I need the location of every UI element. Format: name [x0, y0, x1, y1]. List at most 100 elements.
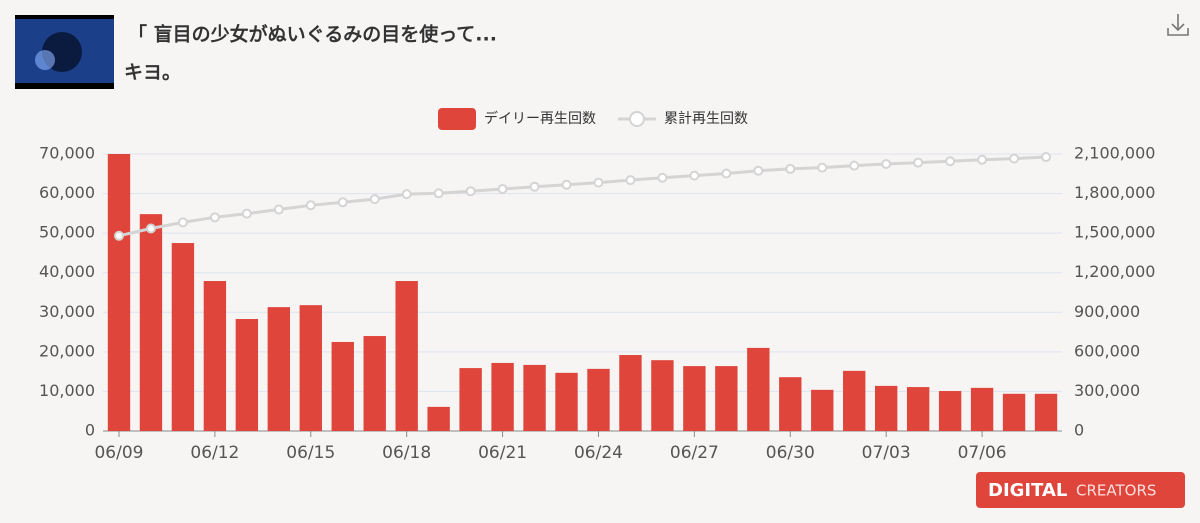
- point: [241, 208, 252, 219]
- bar: [651, 360, 674, 431]
- legend-label: 累計再生回数: [664, 111, 748, 127]
- bar: [235, 319, 259, 431]
- point: [1041, 152, 1052, 163]
- y2-tick-label: 0: [1074, 421, 1084, 440]
- chart-subtitle: キヨ。: [124, 62, 181, 84]
- point: [529, 181, 540, 192]
- y-tick-label: 50,000: [39, 223, 95, 242]
- thumbnail: [15, 15, 114, 89]
- point: [337, 197, 348, 208]
- bar: [171, 243, 195, 431]
- point: [785, 163, 796, 174]
- y-tick-label: 40,000: [39, 262, 95, 281]
- x-tick-label: 06/21: [478, 443, 527, 463]
- y-tick-label: 60,000: [39, 183, 95, 202]
- x-tick-label: 06/09: [94, 443, 143, 463]
- point: [1009, 153, 1020, 164]
- chart-title: 「 盲目の少女がぬいぐるみの目を使って...: [128, 23, 497, 46]
- bar: [938, 391, 962, 431]
- point: [113, 230, 124, 241]
- bar: [1002, 393, 1026, 431]
- y2-tick-label: 600,000: [1074, 341, 1140, 360]
- x-tick-label: 06/12: [190, 443, 239, 463]
- point: [145, 223, 156, 234]
- bar: [523, 364, 546, 431]
- bar: [811, 389, 834, 431]
- y2-tick-label: 900,000: [1074, 302, 1140, 321]
- point: [849, 160, 860, 171]
- x-tick-label: 07/03: [862, 443, 911, 463]
- bar: [555, 372, 578, 431]
- point: [273, 204, 284, 215]
- bar: [427, 406, 450, 431]
- line: [118, 155, 1047, 238]
- point: [721, 168, 732, 179]
- y-tick-label: 0: [85, 421, 95, 440]
- y2-tick-label: 2,100,000: [1074, 144, 1155, 163]
- point: [305, 200, 316, 211]
- bar: [619, 355, 642, 431]
- y-tick-label: 70,000: [39, 144, 95, 163]
- point: [625, 175, 636, 186]
- bar: [331, 341, 354, 431]
- legend-swatch: [629, 111, 645, 127]
- bar: [299, 305, 322, 431]
- bar: [395, 281, 418, 431]
- bar: [459, 368, 482, 431]
- download-button[interactable]: [1167, 14, 1189, 36]
- point: [913, 157, 924, 168]
- x-tick-label: 07/06: [958, 443, 1007, 463]
- y2-tick-label: 1,500,000: [1074, 223, 1155, 242]
- bar: [363, 336, 386, 431]
- point: [977, 154, 988, 165]
- x-tick-label: 06/18: [382, 443, 431, 463]
- bar: [587, 368, 610, 431]
- x-tick-label: 06/15: [286, 443, 335, 463]
- bar: [107, 154, 131, 431]
- legend-label: デイリー再生回数: [484, 110, 596, 127]
- y2-tick-label: 300,000: [1074, 381, 1140, 400]
- y-tick-label: 30,000: [39, 302, 95, 321]
- point: [401, 189, 412, 200]
- bar: [715, 366, 738, 431]
- watermark: DIGITAL CREATORS: [976, 472, 1185, 508]
- y-tick-label: 20,000: [39, 341, 95, 360]
- point: [945, 156, 956, 167]
- bar: [491, 362, 514, 431]
- x-tick-label: 06/30: [766, 443, 815, 463]
- bar: [203, 281, 227, 431]
- legend-swatch: [438, 108, 476, 130]
- point: [817, 162, 828, 173]
- point: [753, 165, 764, 176]
- point: [497, 183, 508, 194]
- x-tick-label: 06/27: [670, 443, 719, 463]
- point: [561, 179, 572, 190]
- bar: [970, 387, 994, 431]
- watermark-brand: DIGITAL: [988, 480, 1067, 501]
- x-tick-label: 06/24: [574, 443, 623, 463]
- point: [657, 172, 668, 183]
- point: [593, 177, 604, 188]
- point: [689, 170, 700, 181]
- bar: [747, 347, 770, 431]
- point: [465, 186, 476, 197]
- bar: [683, 366, 706, 431]
- point: [881, 159, 892, 170]
- bar: [906, 387, 930, 431]
- point: [433, 188, 444, 199]
- watermark-tag: CREATORS: [1076, 482, 1156, 500]
- bar: [267, 307, 291, 431]
- y2-tick-label: 1,200,000: [1074, 262, 1155, 281]
- bar: [874, 385, 898, 431]
- bar: [1034, 393, 1058, 431]
- point: [369, 194, 380, 205]
- bar: [779, 377, 802, 431]
- point: [209, 212, 220, 223]
- y-tick-label: 10,000: [39, 381, 95, 400]
- bar: [139, 214, 163, 431]
- y2-tick-label: 1,800,000: [1074, 183, 1155, 202]
- point: [177, 217, 188, 228]
